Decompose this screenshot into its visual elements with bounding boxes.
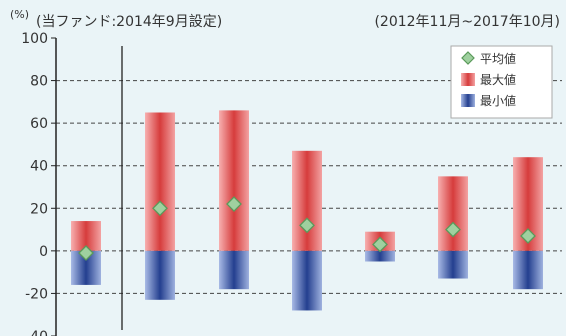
bars [71, 110, 543, 311]
average-markers [78, 196, 536, 261]
average-marker [445, 221, 461, 238]
y-axis-ticks: -40 -20 0 20 40 60 80 100 [21, 31, 56, 336]
legend-diamond-icon [461, 51, 475, 65]
bar-min [219, 250, 249, 290]
bar-min [292, 250, 322, 311]
bar-min [365, 250, 395, 262]
average-marker [226, 196, 242, 212]
y-tick-label: 40 [30, 159, 48, 175]
average-marker [299, 217, 315, 234]
legend-item-min: 最小値 [461, 93, 516, 108]
legend-swatch-min [461, 94, 475, 107]
average-marker [152, 200, 168, 217]
legend-item-average: 平均値 [461, 51, 516, 66]
bar-max [438, 176, 468, 251]
y-tick-label: 20 [30, 201, 48, 217]
bar-max [145, 112, 175, 251]
average-marker [520, 228, 536, 244]
legend: 平均値 最大値 最小値 [450, 45, 553, 119]
y-tick-label: -20 [25, 286, 48, 302]
legend-label-average: 平均値 [480, 51, 516, 66]
y-tick-label: 60 [30, 116, 48, 132]
y-tick-label: 0 [39, 244, 48, 260]
y-tick-label: 100 [21, 31, 48, 47]
average-marker [372, 236, 388, 253]
legend-item-max: 最大値 [461, 72, 516, 87]
y-tick-label: 80 [30, 74, 48, 90]
legend-label-min: 最小値 [480, 93, 516, 108]
fund-setup-note: (当ファンド:2014年9月設定) [36, 14, 222, 30]
average-marker [78, 245, 94, 261]
bar-max [219, 110, 249, 251]
bar-min [438, 250, 468, 279]
bar-max [292, 150, 322, 251]
y-tick-label: -40 [25, 329, 48, 336]
period-note: (2012年11月~2017年10月) [374, 14, 560, 30]
bar-min [513, 250, 543, 290]
y-unit-label: (%) [10, 8, 29, 21]
bar-min [145, 250, 175, 300]
legend-label-max: 最大値 [480, 72, 516, 87]
legend-swatch-max [461, 73, 475, 86]
